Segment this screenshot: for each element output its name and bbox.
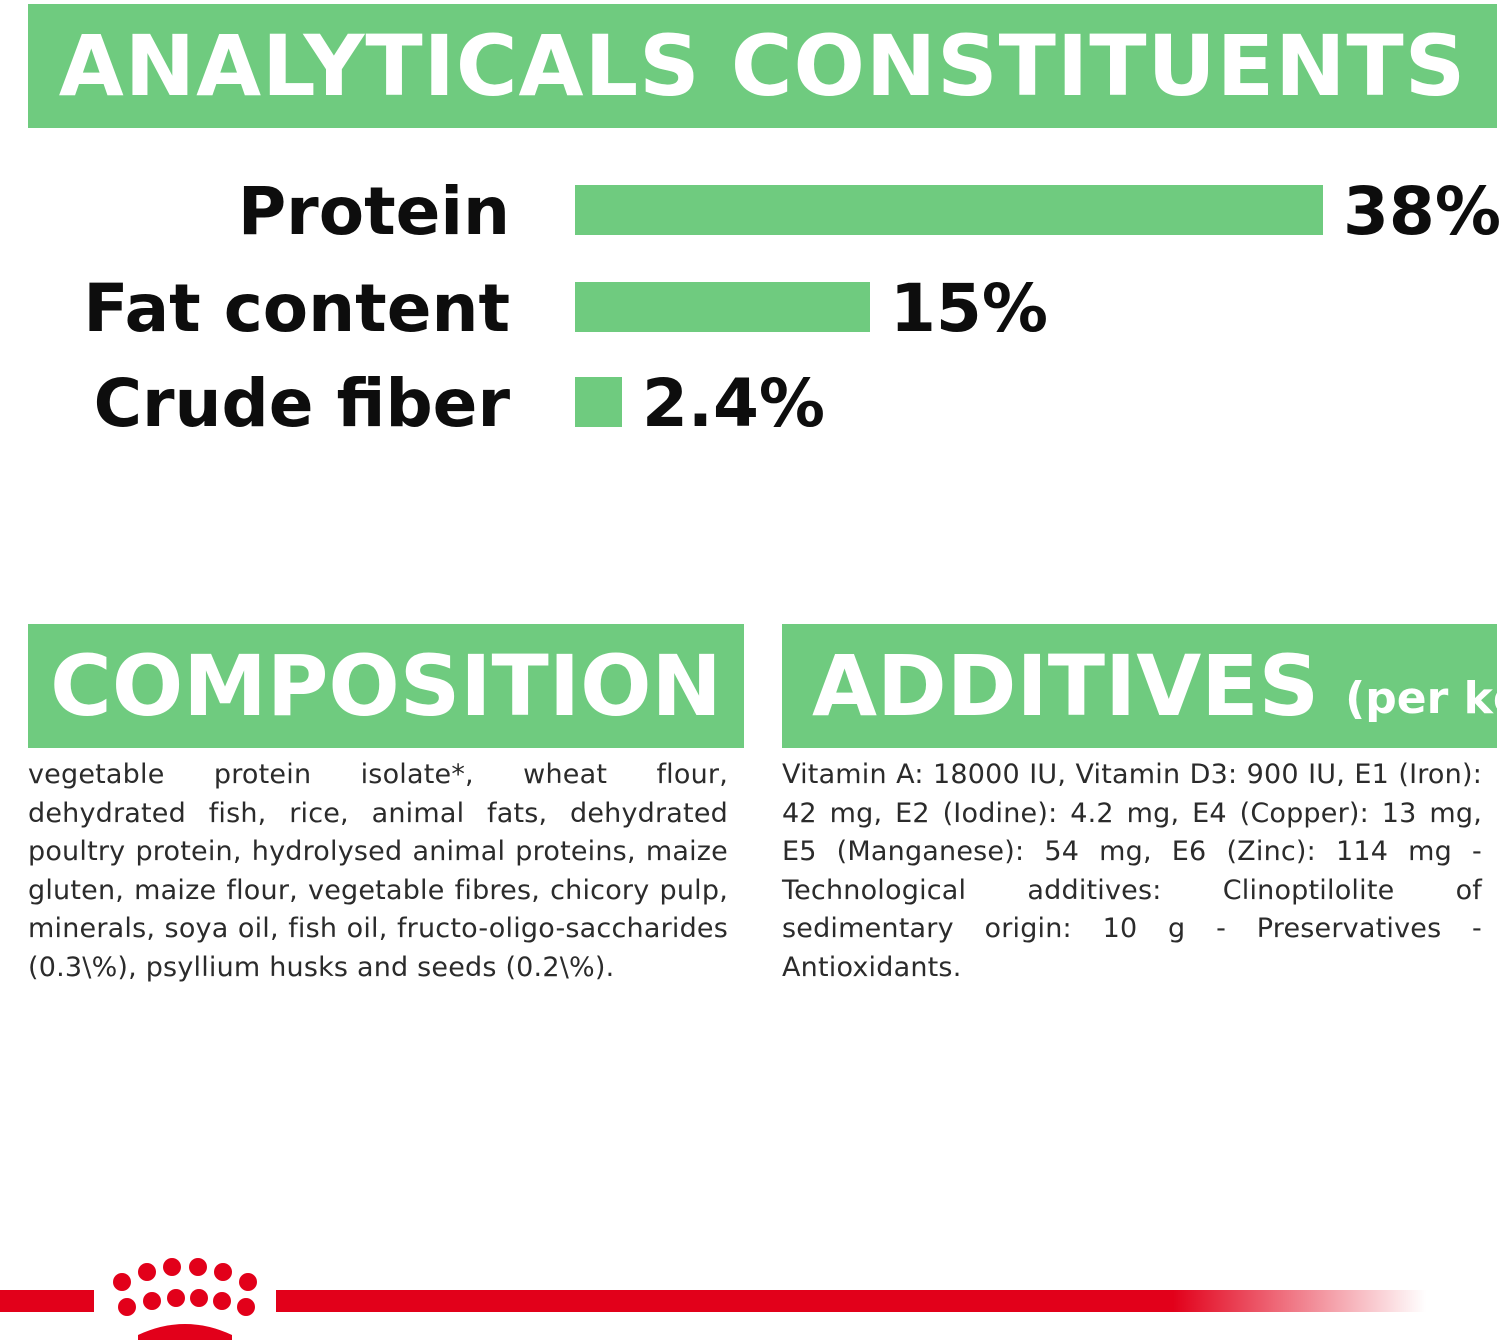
category-label: Protein — [237, 173, 510, 250]
additives-text: Vitamin A: 18000 IU, Vitamin D3: 900 IU,… — [782, 759, 1482, 983]
category-label: Crude fiber — [93, 365, 510, 442]
composition-text: vegetable protein isolate*, wheat flour,… — [28, 759, 728, 983]
value-label: 15% — [890, 270, 1048, 347]
bar-fat-content — [575, 282, 870, 332]
royal-canin-crown-icon — [0, 1258, 1426, 1340]
value-label: 2.4% — [642, 365, 826, 442]
value-label: 38% — [1343, 173, 1500, 250]
additives-heading-text: ADDITIVES — [812, 637, 1320, 735]
brand-stripe-left — [0, 1290, 94, 1312]
bar-protein — [575, 185, 1323, 235]
additives-heading: ADDITIVES (per kg) — [782, 624, 1500, 748]
category-label: Fat content — [83, 270, 510, 347]
bar-crude-fiber — [575, 377, 622, 427]
brand-stripe-right — [276, 1290, 1426, 1312]
analytical-constituents-heading: ANALYTICALS CONSTITUENTS — [28, 4, 1497, 128]
composition-heading: COMPOSITION — [28, 624, 744, 748]
additives-per-kg: (per kg) — [1345, 672, 1500, 724]
